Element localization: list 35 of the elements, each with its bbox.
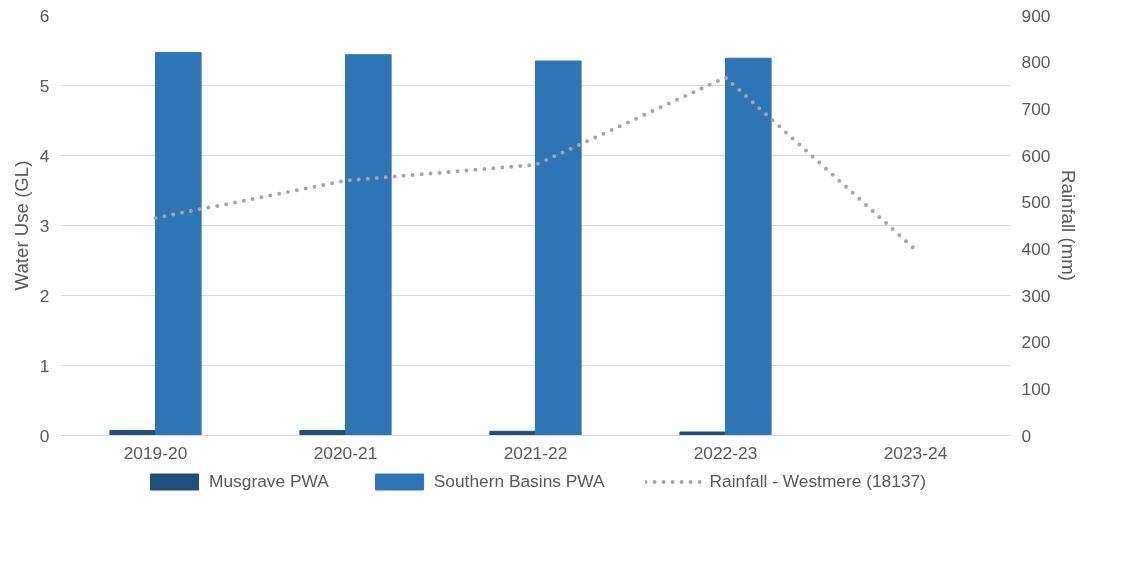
y2-axis-title: Rainfall (mm) [1058, 170, 1080, 281]
y2-tick-label: 200 [1021, 332, 1051, 353]
y2-tick-label: 0 [1021, 425, 1032, 446]
y2-tick-label: 700 [1021, 98, 1051, 119]
y2-tick-label: 900 [1021, 5, 1051, 26]
y-tick-label: 1 [39, 355, 50, 376]
bar [535, 60, 582, 436]
bar [299, 430, 346, 436]
y-tick-label: 4 [39, 145, 50, 166]
y2-tick-label: 500 [1021, 192, 1051, 213]
x-tick-label: 2020-21 [313, 442, 378, 463]
legend-label: Musgrave PWA [209, 470, 329, 492]
x-tick-label: 2019-20 [123, 442, 188, 463]
bar [725, 57, 772, 436]
bar [679, 431, 726, 436]
y-tick-label: 3 [39, 215, 50, 236]
x-tick-label: 2021-22 [503, 442, 568, 463]
y2-tick-label: 600 [1021, 145, 1051, 166]
y2-tick-label: 800 [1021, 52, 1051, 73]
bar [109, 430, 156, 436]
line-series [153, 75, 918, 252]
bar [345, 54, 392, 436]
y2-tick-label: 300 [1021, 285, 1051, 306]
y-tick-label: 2 [39, 285, 50, 306]
legend-label: Rainfall - Westmere (18137) [709, 470, 926, 492]
y2-tick-label: 400 [1021, 238, 1051, 259]
y2-tick-label: 100 [1021, 378, 1051, 399]
bar [155, 52, 202, 436]
y-tick-label: 0 [39, 425, 50, 446]
y-tick-label: 6 [39, 5, 50, 26]
x-tick-label: 2022-23 [693, 442, 758, 463]
y-axis-title: Water Use (GL) [10, 160, 32, 291]
legend-label: Southern Basins PWA [433, 470, 605, 492]
x-tick-label: 2023-24 [883, 442, 948, 463]
y-tick-label: 5 [39, 75, 50, 96]
